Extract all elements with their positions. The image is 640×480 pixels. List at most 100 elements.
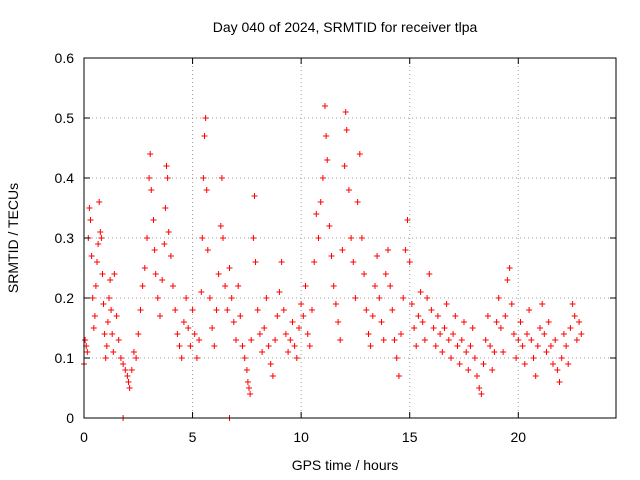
data-point (103, 343, 110, 349)
data-point (484, 313, 491, 319)
data-point (458, 337, 465, 343)
data-point (198, 289, 205, 295)
data-point (398, 331, 404, 337)
data-point (487, 343, 494, 349)
data-point (218, 175, 225, 181)
data-point (243, 367, 250, 373)
data-point (203, 187, 210, 193)
data-point (256, 331, 263, 337)
data-point (183, 295, 190, 301)
data-point (517, 319, 524, 325)
data-point (164, 175, 171, 181)
data-point (456, 361, 463, 367)
data-point (167, 253, 174, 259)
data-point (189, 307, 196, 313)
y-tick-label: 0.3 (55, 230, 75, 246)
data-point (107, 277, 114, 283)
data-point (424, 295, 431, 301)
data-point (378, 319, 385, 325)
data-point (343, 127, 350, 133)
data-point (228, 295, 235, 301)
data-point (502, 313, 509, 319)
data-point (539, 301, 546, 307)
x-tick-label: 10 (293, 429, 309, 445)
data-point (259, 349, 266, 355)
data-point (306, 343, 313, 349)
data-point (513, 355, 520, 361)
data-point (313, 211, 320, 217)
data-point (176, 343, 183, 349)
data-point (199, 235, 206, 241)
data-point (263, 295, 270, 301)
data-point (101, 331, 108, 337)
data-point (317, 199, 324, 205)
data-point (495, 295, 502, 301)
data-point (382, 271, 389, 277)
data-point (380, 337, 387, 343)
data-point (296, 325, 302, 331)
data-point (88, 253, 95, 259)
data-point (185, 325, 192, 331)
data-point (330, 283, 337, 289)
data-point (302, 283, 309, 289)
data-point (450, 331, 457, 337)
y-axis-label: SRMTID / TECUs (5, 183, 21, 293)
data-point (267, 361, 274, 367)
data-point (141, 265, 148, 271)
data-points (81, 103, 585, 421)
y-tick-label: 0.1 (55, 350, 75, 366)
data-point (417, 289, 424, 295)
data-point (554, 367, 561, 373)
data-point (576, 319, 583, 325)
data-point (209, 325, 216, 331)
data-point (404, 217, 411, 223)
x-tick-label: 20 (510, 429, 526, 445)
data-point (250, 235, 257, 241)
data-point (469, 325, 476, 331)
data-point (165, 229, 172, 235)
data-point (400, 295, 407, 301)
x-axis-label: GPS time / hours (292, 457, 399, 473)
data-point (532, 373, 539, 379)
data-point (361, 271, 368, 277)
data-point (217, 223, 224, 229)
data-point (246, 385, 252, 391)
data-point (89, 295, 96, 301)
data-point (252, 259, 259, 265)
data-point (350, 259, 357, 265)
data-point (122, 367, 129, 373)
data-point (500, 349, 507, 355)
data-point (108, 307, 115, 313)
data-point (135, 331, 142, 337)
data-point (558, 355, 565, 361)
data-point (193, 355, 200, 361)
data-point (389, 307, 396, 313)
data-point (289, 319, 296, 325)
data-point (241, 355, 248, 361)
data-point (578, 331, 585, 337)
data-point (157, 313, 163, 319)
data-point (180, 319, 187, 325)
data-point (159, 277, 166, 283)
data-point (150, 217, 157, 223)
data-point (385, 247, 391, 253)
y-tick-label: 0.4 (55, 170, 75, 186)
data-point (430, 325, 437, 331)
data-point (337, 337, 344, 343)
data-point (441, 325, 448, 331)
data-point (413, 343, 420, 349)
data-point (128, 367, 135, 373)
data-point (352, 295, 359, 301)
data-point (452, 313, 459, 319)
data-point (293, 355, 300, 361)
data-point (463, 349, 470, 355)
data-point (233, 337, 239, 343)
data-point (285, 349, 292, 355)
data-point (493, 319, 500, 325)
data-point (170, 283, 176, 289)
data-point (115, 337, 122, 343)
data-point (454, 343, 461, 349)
data-point (95, 241, 102, 247)
data-point (552, 337, 559, 343)
data-point (328, 253, 335, 259)
